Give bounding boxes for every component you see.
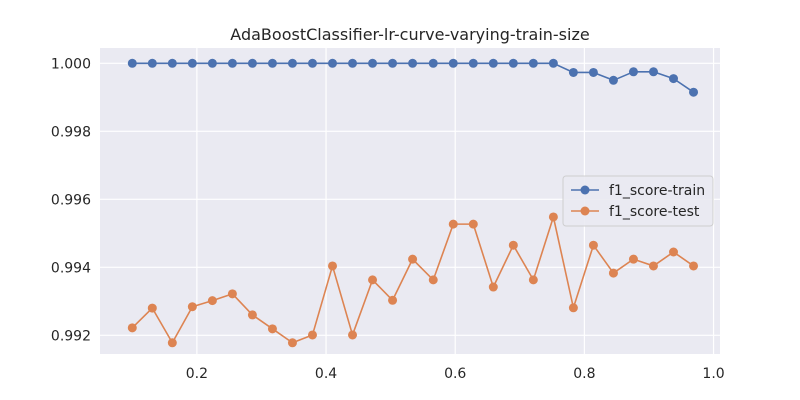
data-point-f1-score-test xyxy=(167,338,177,348)
x-tick-label: 0.4 xyxy=(315,366,337,382)
data-point-f1-score-train xyxy=(669,74,678,84)
data-point-f1-score-test xyxy=(408,254,418,264)
data-point-f1-score-train xyxy=(348,58,358,68)
data-point-f1-score-train xyxy=(368,58,378,68)
data-point-f1-score-train xyxy=(408,58,418,68)
data-point-f1-score-test xyxy=(608,268,618,278)
series-layer xyxy=(127,58,699,348)
data-point-f1-score-test xyxy=(628,254,638,264)
data-point-f1-score-test xyxy=(648,261,658,271)
data-point-f1-score-train xyxy=(287,58,297,68)
y-tick-label: 0.992 xyxy=(51,328,91,344)
data-point-f1-score-test xyxy=(468,219,478,229)
y-tick-label: 0.994 xyxy=(51,260,91,276)
data-point-f1-score-test xyxy=(227,289,237,299)
x-tick-label: 0.6 xyxy=(444,366,466,382)
legend: f1_score-train f1_score-test xyxy=(562,175,714,227)
legend-label-test: f1_score-test xyxy=(609,204,700,220)
data-point-f1-score-test xyxy=(448,219,458,229)
data-point-f1-score-train xyxy=(207,58,217,68)
data-point-f1-score-test xyxy=(669,247,678,257)
data-point-f1-score-train xyxy=(428,58,438,68)
data-point-f1-score-train xyxy=(247,58,257,68)
data-point-f1-score-train xyxy=(187,58,197,68)
data-point-f1-score-test xyxy=(528,275,538,285)
data-point-f1-score-train xyxy=(628,67,638,77)
data-point-f1-score-train xyxy=(227,58,237,68)
data-point-f1-score-test xyxy=(307,330,317,340)
data-point-f1-score-test xyxy=(147,303,157,313)
data-point-f1-score-train xyxy=(307,58,317,68)
data-point-f1-score-train xyxy=(488,58,498,68)
y-tick-label: 1.000 xyxy=(51,56,91,72)
x-tick-label: 0.2 xyxy=(186,366,208,382)
data-point-f1-score-train xyxy=(167,58,177,68)
data-point-f1-score-train xyxy=(388,58,398,68)
data-point-f1-score-test xyxy=(689,261,699,271)
legend-label-train: f1_score-train xyxy=(609,183,705,199)
data-point-f1-score-train xyxy=(267,58,277,68)
data-point-f1-score-test xyxy=(267,324,277,334)
data-point-f1-score-test xyxy=(127,323,137,333)
data-point-f1-score-train xyxy=(648,67,658,77)
data-point-f1-score-test xyxy=(247,310,257,320)
data-point-f1-score-train xyxy=(548,58,558,68)
data-point-f1-score-test xyxy=(568,303,578,313)
data-point-f1-score-test xyxy=(207,296,217,306)
chart-title: AdaBoostClassifier-lr-curve-varying-trai… xyxy=(230,25,589,44)
data-point-f1-score-train xyxy=(147,58,157,68)
data-point-f1-score-train xyxy=(468,58,478,68)
y-tick-label: 0.996 xyxy=(51,192,91,208)
legend-box xyxy=(562,175,714,227)
x-tick-label: 0.8 xyxy=(573,366,595,382)
legend-marker-train xyxy=(580,185,590,195)
data-point-f1-score-test xyxy=(328,261,337,271)
y-tick-label: 0.998 xyxy=(51,124,91,140)
data-point-f1-score-test xyxy=(548,212,558,222)
data-point-f1-score-test xyxy=(388,295,398,305)
data-point-f1-score-test xyxy=(488,282,498,292)
data-point-f1-score-test xyxy=(348,330,358,340)
data-point-f1-score-test xyxy=(428,275,438,285)
data-point-f1-score-train xyxy=(689,87,699,97)
data-point-f1-score-train xyxy=(328,58,337,68)
axis-ticks: 0.992 0.994 0.996 0.998 1.000 0.2 0.4 0.6 0.8 1.0 xyxy=(51,56,725,382)
data-point-f1-score-train xyxy=(528,58,538,68)
data-point-f1-score-test xyxy=(287,338,297,348)
data-point-f1-score-test xyxy=(187,302,197,312)
data-point-f1-score-train xyxy=(448,58,458,68)
x-tick-label: 1.0 xyxy=(702,366,724,382)
data-point-f1-score-test xyxy=(508,240,518,250)
data-point-f1-score-train xyxy=(508,58,518,68)
data-point-f1-score-train xyxy=(588,67,598,77)
data-point-f1-score-train xyxy=(568,67,578,77)
data-point-f1-score-train xyxy=(608,75,618,85)
data-point-f1-score-train xyxy=(127,58,137,68)
data-point-f1-score-test xyxy=(368,275,378,285)
data-point-f1-score-test xyxy=(588,240,598,250)
grid xyxy=(100,48,720,354)
legend-marker-test xyxy=(580,206,590,216)
